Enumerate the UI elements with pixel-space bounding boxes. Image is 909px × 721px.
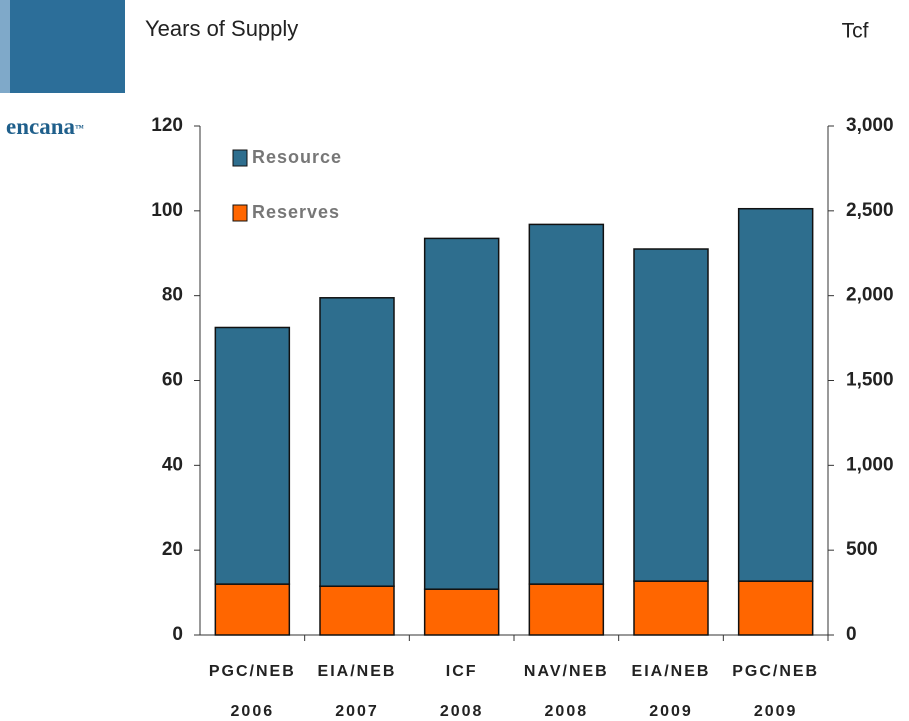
bar-segment	[319, 585, 395, 636]
bar-segment	[214, 583, 291, 636]
x-tick-label: EIA/NEB 2007	[318, 663, 397, 720]
y2-tick-label: 1,500	[846, 370, 894, 391]
bar-segment	[423, 588, 500, 636]
chart-title: Years of Supply	[145, 16, 298, 41]
x-tick-label: PGC/NEB 2009	[732, 663, 819, 720]
x-tick-label-line: 2008	[545, 703, 589, 720]
x-tick-label: EIA/NEB 2009	[632, 663, 711, 720]
y2-axis-label: Tcf	[842, 20, 869, 43]
legend-label: Reserves	[252, 202, 340, 222]
y2-tick-label: 0	[846, 624, 857, 645]
x-tick-label-line: PGC/NEB	[732, 663, 819, 680]
x-tick-label-line: 2008	[440, 703, 484, 720]
bar-segment	[214, 326, 291, 585]
y-tick-label: 0	[172, 624, 183, 645]
y2-tick-label: 1,000	[846, 454, 894, 475]
x-tick-label-line: 2006	[231, 703, 275, 720]
y2-tick-label: 3,000	[846, 115, 894, 136]
legend-swatch	[232, 204, 248, 222]
y-tick-label: 60	[162, 370, 183, 391]
x-tick-label-line: 2009	[649, 703, 693, 720]
bar-segment	[737, 580, 814, 636]
x-tick-label-line: 2007	[335, 703, 379, 720]
bar-segment	[528, 583, 605, 636]
x-tick-label: ICF 2008	[440, 663, 484, 720]
x-tick-label-line: PGC/NEB	[209, 663, 296, 680]
x-tick-label-line: NAV/NEB	[524, 663, 609, 680]
x-tick-label-line: ICF	[446, 663, 478, 680]
legend-label: Resource	[252, 147, 342, 167]
y-tick-label: 120	[151, 115, 183, 136]
bar-segment	[633, 580, 709, 636]
y-tick-label: 40	[162, 454, 183, 475]
bar-segment	[528, 223, 605, 585]
y-tick-label: 20	[162, 539, 183, 560]
y2-tick-label: 2,000	[846, 285, 894, 306]
logo-text: encana	[6, 114, 76, 139]
y2-tick-label: 500	[846, 539, 878, 560]
x-tick-label-line: EIA/NEB	[632, 663, 711, 680]
y-tick-label: 80	[162, 285, 183, 306]
bar-segment	[737, 207, 814, 582]
legend-swatch	[232, 149, 248, 167]
x-tick-label-line: 2009	[754, 703, 798, 720]
logo-mark: ™	[75, 123, 84, 133]
y2-tick-label: 2,500	[846, 200, 894, 221]
logo: encana™	[6, 114, 84, 139]
header-strip	[0, 0, 10, 93]
x-tick-label-line: EIA/NEB	[318, 663, 397, 680]
x-tick-label: PGC/NEB 2006	[209, 663, 296, 720]
bar-segment	[319, 297, 395, 587]
bar-segment	[633, 248, 709, 582]
bar-segment	[423, 237, 500, 590]
y-tick-label: 100	[151, 200, 183, 221]
header-block	[0, 0, 125, 93]
x-tick-label: NAV/NEB 2008	[524, 663, 609, 720]
